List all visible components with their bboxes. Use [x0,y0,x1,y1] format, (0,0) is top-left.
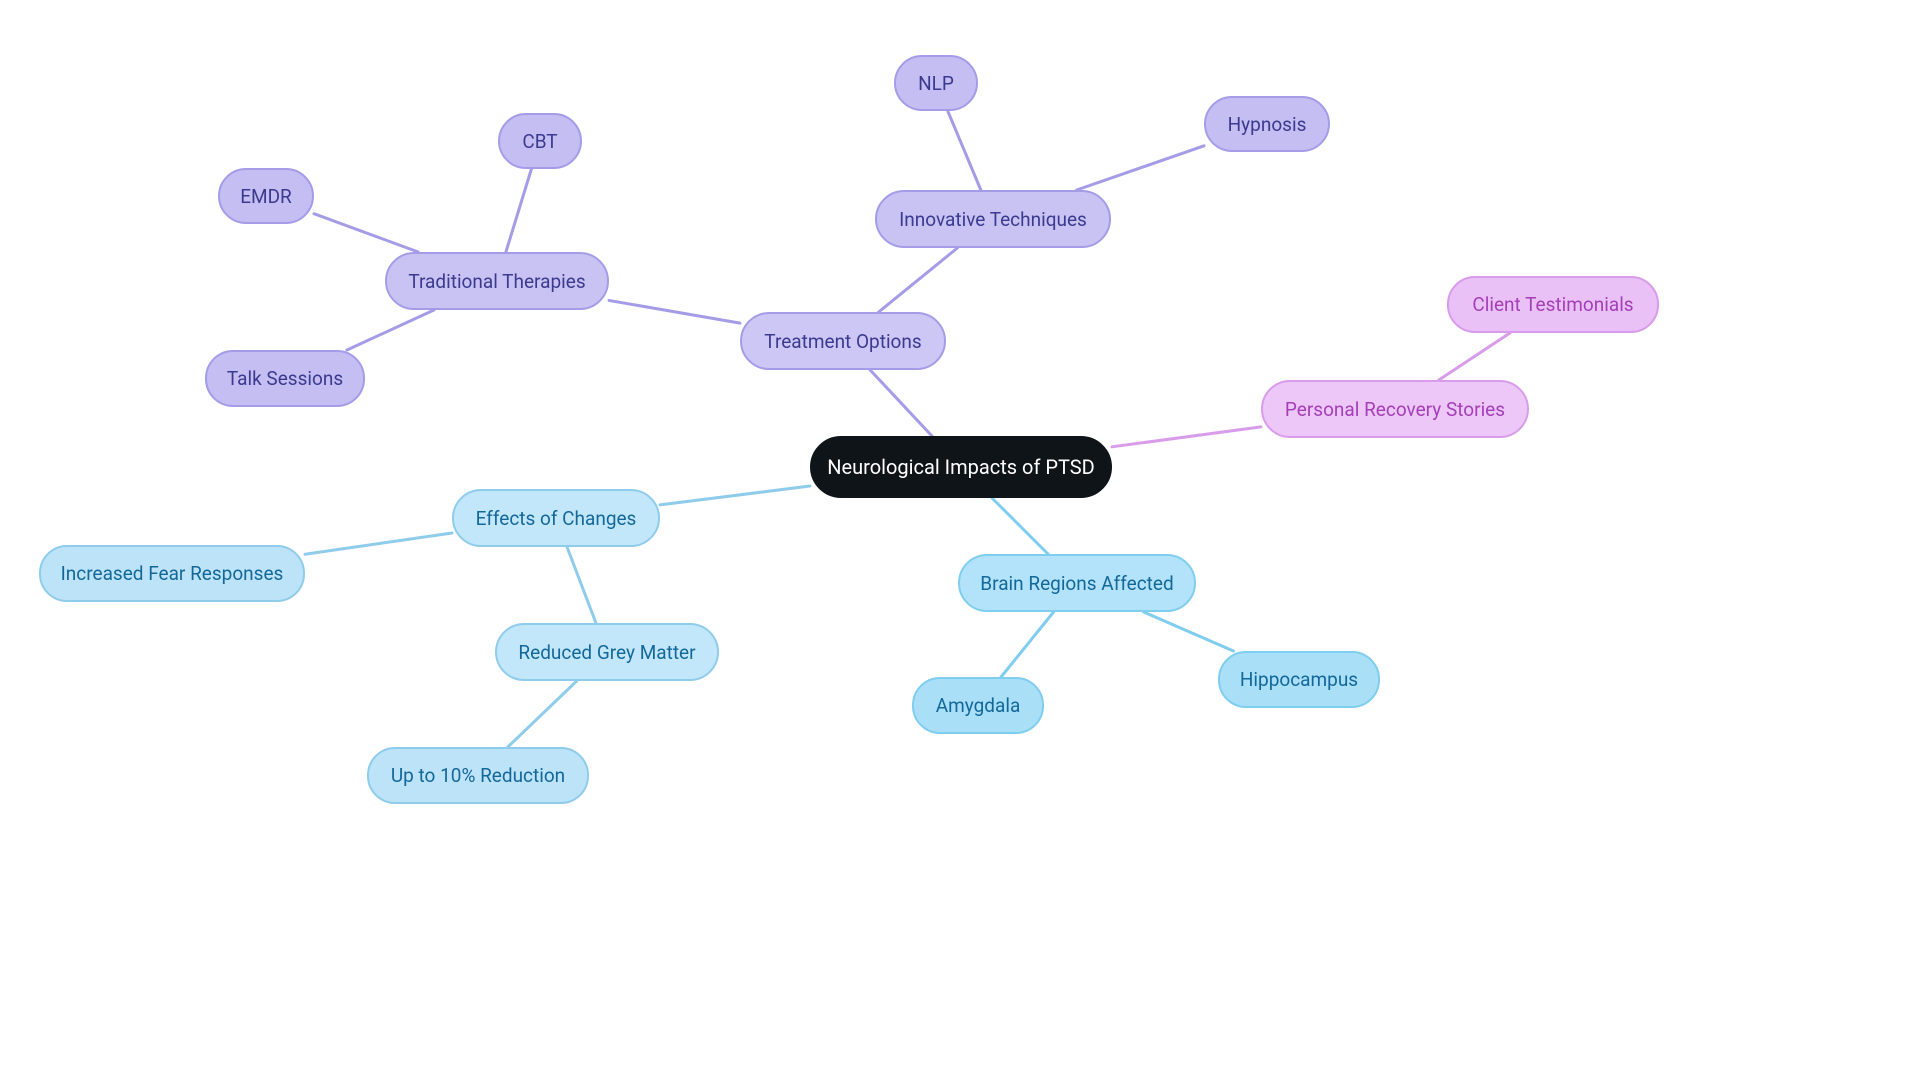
node-emdr[interactable]: EMDR [218,168,314,224]
node-label: Treatment Options [764,330,921,353]
edge-stories-testi [1439,333,1510,380]
edge-brain-amyg [1001,612,1054,677]
edge-treat-trad [609,300,740,323]
node-label: Personal Recovery Stories [1285,398,1505,421]
node-amyg[interactable]: Amygdala [912,677,1044,734]
edge-brain-hippo [1144,612,1234,651]
node-treat[interactable]: Treatment Options [740,312,946,370]
edge-innov-nlp [948,111,981,190]
node-label: Effects of Changes [476,507,637,530]
node-root[interactable]: Neurological Impacts of PTSD [810,436,1112,498]
node-label: Hippocampus [1240,668,1358,691]
node-label: Traditional Therapies [408,270,585,293]
node-talk[interactable]: Talk Sessions [205,350,365,407]
edge-trad-talk [347,310,434,350]
node-label: Talk Sessions [227,367,343,390]
edge-treat-innov [879,248,958,312]
node-fear[interactable]: Increased Fear Responses [39,545,305,602]
mindmap-canvas: Neurological Impacts of PTSD Treatment Op… [0,0,1920,1083]
edge-root-brain [992,498,1048,554]
node-cbt[interactable]: CBT [498,113,582,169]
node-label: CBT [522,130,557,153]
node-label: Increased Fear Responses [61,562,284,585]
node-trad[interactable]: Traditional Therapies [385,252,609,310]
node-label: Brain Regions Affected [980,572,1173,595]
node-testi[interactable]: Client Testimonials [1447,276,1659,333]
node-innov[interactable]: Innovative Techniques [875,190,1111,248]
edge-effects-grey [567,547,596,623]
node-label: Reduced Grey Matter [518,641,695,664]
edge-root-effects [660,486,810,505]
edge-trad-emdr [314,214,418,252]
node-label: NLP [918,72,954,95]
node-label: Neurological Impacts of PTSD [827,455,1095,479]
edge-trad-cbt [506,169,531,252]
node-label: Innovative Techniques [899,208,1087,231]
edge-root-stories [1112,427,1261,447]
node-stories[interactable]: Personal Recovery Stories [1261,380,1529,438]
node-ten[interactable]: Up to 10% Reduction [367,747,589,804]
node-effects[interactable]: Effects of Changes [452,489,660,547]
node-nlp[interactable]: NLP [894,55,978,111]
edge-grey-ten [508,681,577,747]
node-label: Up to 10% Reduction [391,764,565,787]
node-hippo[interactable]: Hippocampus [1218,651,1380,708]
edge-effects-fear [305,533,452,554]
node-label: Client Testimonials [1472,293,1633,316]
node-label: Hypnosis [1228,113,1307,136]
node-grey[interactable]: Reduced Grey Matter [495,623,719,681]
edge-innov-hypno [1077,146,1204,190]
node-label: Amygdala [936,694,1021,717]
node-brain[interactable]: Brain Regions Affected [958,554,1196,612]
node-label: EMDR [240,185,292,208]
edge-layer [0,0,1920,1083]
edge-root-treat [870,370,932,436]
node-hypno[interactable]: Hypnosis [1204,96,1330,152]
